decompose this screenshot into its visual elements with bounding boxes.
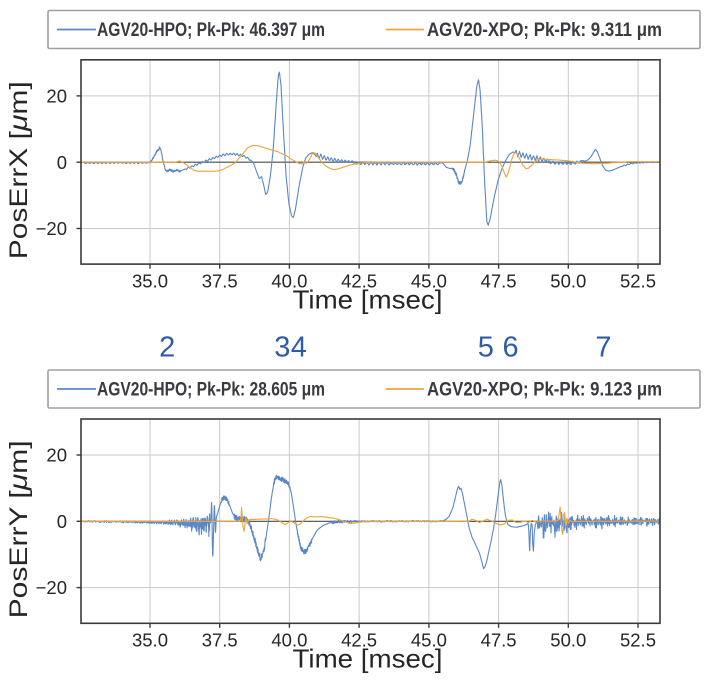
svg-text:40.0: 40.0 <box>271 630 307 651</box>
svg-text:6: 6 <box>503 332 519 364</box>
svg-text:52.5: 52.5 <box>620 630 656 651</box>
svg-text:52.5: 52.5 <box>620 271 656 292</box>
svg-text:37.5: 37.5 <box>202 271 238 292</box>
svg-text:Time [msec]: Time [msec] <box>293 644 443 674</box>
svg-text:40.0: 40.0 <box>271 271 307 292</box>
svg-text:AGV20-XPO; Pk-Pk: 9.311 μm: AGV20-XPO; Pk-Pk: 9.311 μm <box>427 20 662 41</box>
svg-text:50.0: 50.0 <box>550 630 586 651</box>
svg-text:35.0: 35.0 <box>132 630 168 651</box>
svg-text:4: 4 <box>291 332 307 364</box>
svg-text:2: 2 <box>159 332 175 364</box>
svg-text:35.0: 35.0 <box>132 271 168 292</box>
svg-text:0: 0 <box>57 511 67 532</box>
svg-text:37.5: 37.5 <box>202 630 238 651</box>
svg-text:20: 20 <box>46 86 67 107</box>
svg-text:−20: −20 <box>36 577 67 598</box>
svg-text:7: 7 <box>595 332 611 364</box>
svg-text:45.0: 45.0 <box>411 271 447 292</box>
svg-text:AGV20-HPO; Pk-Pk: 46.397 μm: AGV20-HPO; Pk-Pk: 46.397 μm <box>97 20 325 41</box>
svg-text:50.0: 50.0 <box>550 271 586 292</box>
svg-text:AGV20-HPO; Pk-Pk: 28.605 μm: AGV20-HPO; Pk-Pk: 28.605 μm <box>97 380 325 401</box>
svg-text:3: 3 <box>274 332 290 364</box>
svg-text:5: 5 <box>478 332 494 364</box>
svg-text:42.5: 42.5 <box>341 630 377 651</box>
svg-text:PosErrX [μm]: PosErrX [μm] <box>5 81 33 259</box>
svg-text:Time [msec]: Time [msec] <box>293 285 443 315</box>
svg-text:AGV20-XPO; Pk-Pk: 9.123 μm: AGV20-XPO; Pk-Pk: 9.123 μm <box>427 380 662 401</box>
svg-text:47.5: 47.5 <box>481 271 517 292</box>
svg-text:−20: −20 <box>36 218 67 239</box>
svg-text:47.5: 47.5 <box>481 630 517 651</box>
svg-text:42.5: 42.5 <box>341 271 377 292</box>
svg-text:45.0: 45.0 <box>411 630 447 651</box>
svg-text:20: 20 <box>46 445 67 466</box>
svg-text:0: 0 <box>57 152 67 173</box>
svg-text:PosErrY [μm]: PosErrY [μm] <box>5 440 33 618</box>
